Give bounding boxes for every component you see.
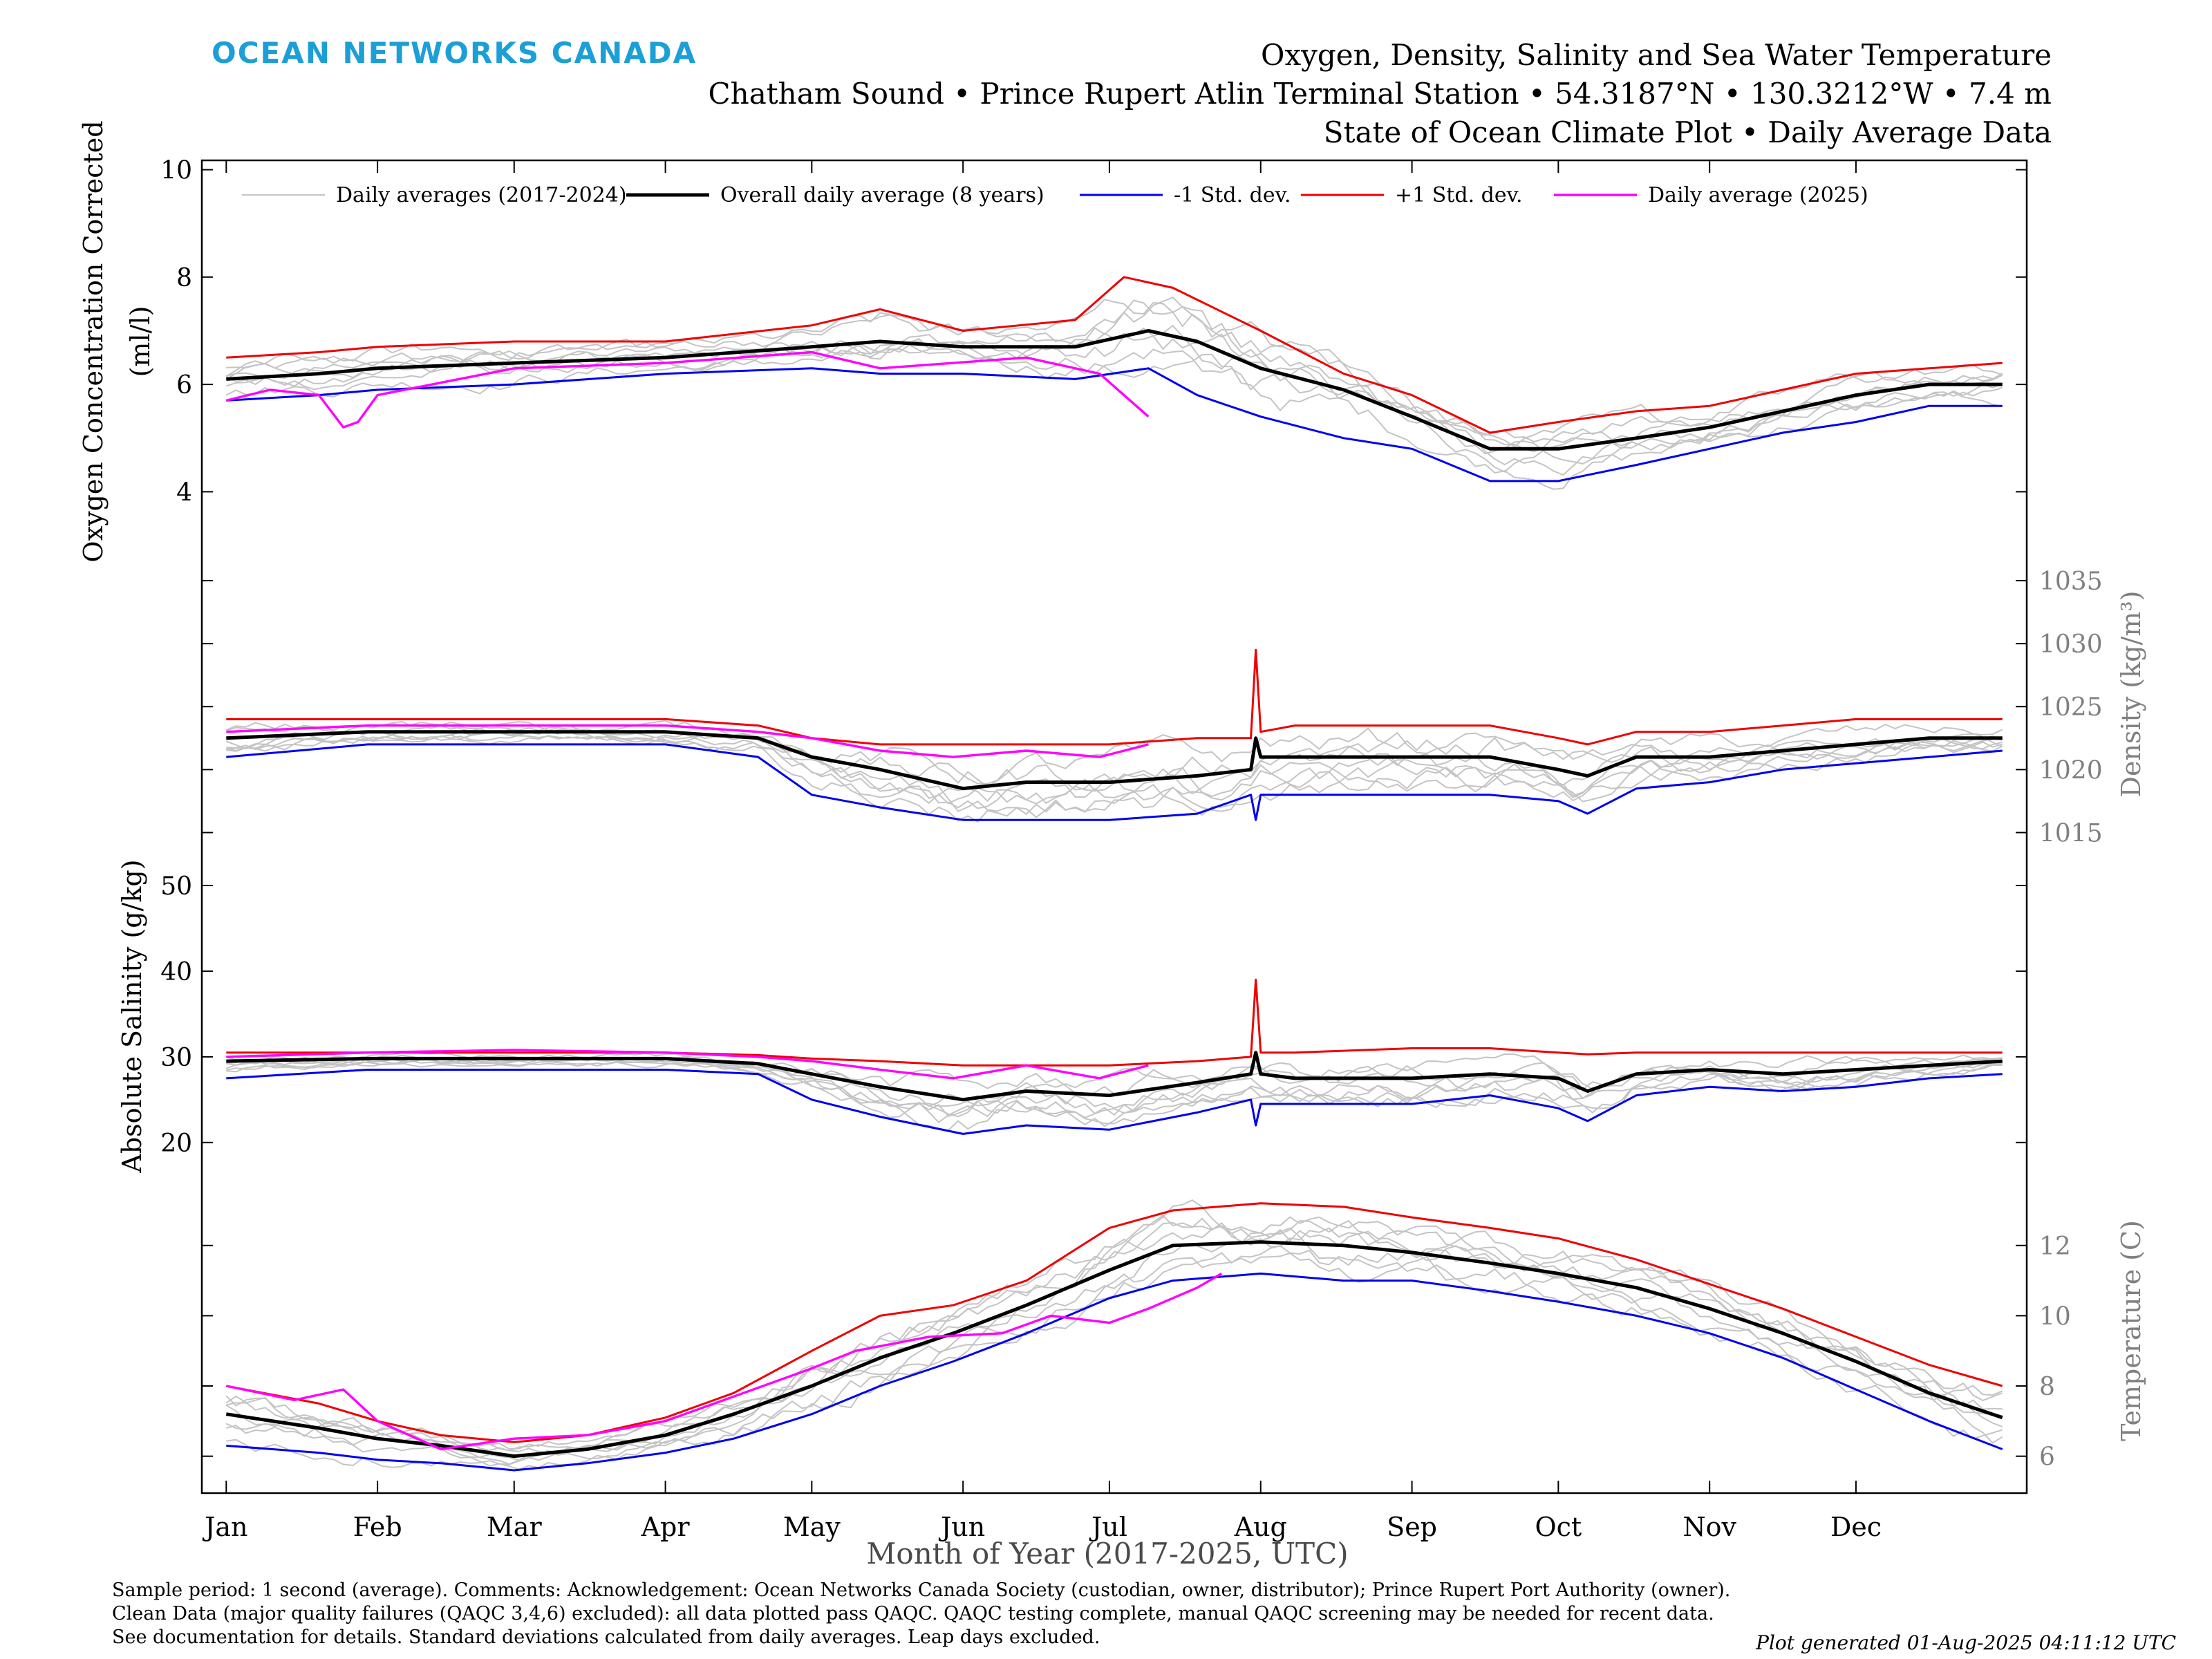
temperature-minus-std-line bbox=[226, 1272, 2003, 1472]
oxygen-minus-std-line bbox=[226, 367, 2003, 482]
historical-year-line bbox=[225, 1216, 2003, 1450]
oxygen-plus-std-line bbox=[226, 276, 2003, 434]
footer-note-1: Sample period: 1 second (average). Comme… bbox=[112, 1580, 1731, 1601]
oxygen-ytick-label: 4 bbox=[176, 478, 192, 507]
oxygen-ytick-label: 6 bbox=[176, 371, 192, 400]
salinity-ylabel: Absolute Salinity (g/kg) bbox=[117, 859, 147, 1173]
oxygen-mean-line bbox=[226, 329, 2003, 451]
salinity-ytick-label: 50 bbox=[160, 872, 192, 901]
oxygen-current-line bbox=[225, 350, 1150, 429]
xtick-label-oct: Oct bbox=[1535, 1512, 1582, 1542]
chart-subtitle-location: Chatham Sound • Prince Rupert Atlin Term… bbox=[708, 77, 2052, 111]
legend-label-3: +1 Std. dev. bbox=[1395, 183, 1523, 207]
density-ytick-label: 1030 bbox=[2039, 630, 2103, 659]
density-ytick-label: 1025 bbox=[2039, 693, 2103, 722]
oxygen-ylabel-unit: (ml/l) bbox=[125, 306, 156, 377]
oxygen-ytick-label: 8 bbox=[176, 264, 192, 292]
historical-year-line bbox=[226, 299, 2003, 453]
temperature-current-line bbox=[225, 1272, 1223, 1451]
temperature-mean-line bbox=[225, 1240, 2003, 1459]
oxygen-ytick-label: 10 bbox=[160, 157, 192, 185]
historical-year-line bbox=[225, 340, 2003, 473]
xtick-label-mar: Mar bbox=[487, 1512, 543, 1542]
xtick-label-apr: Apr bbox=[641, 1512, 691, 1542]
xtick-label-feb: Feb bbox=[353, 1512, 402, 1542]
salinity-mean-line bbox=[226, 1051, 2003, 1102]
legend-label-0: Daily averages (2017-2024) bbox=[336, 183, 627, 207]
salinity-ytick-label: 40 bbox=[160, 958, 192, 986]
salinity-ytick-label: 30 bbox=[160, 1044, 192, 1072]
density-mean-line bbox=[226, 730, 2003, 791]
plot-frame bbox=[200, 159, 2028, 1494]
chart-subtitle-type: State of Ocean Climate Plot • Daily Aver… bbox=[1323, 115, 2052, 149]
density-ytick-label: 1035 bbox=[2039, 568, 2103, 596]
historical-year-line bbox=[226, 1252, 2003, 1468]
density-minus-std-line bbox=[226, 743, 2003, 821]
density-ytick-label: 1020 bbox=[2039, 756, 2103, 785]
historical-year-line bbox=[226, 734, 2003, 823]
footer-note-3: See documentation for details. Standard … bbox=[112, 1627, 1100, 1648]
historical-year-line bbox=[226, 1057, 2003, 1123]
xtick-label-may: May bbox=[783, 1512, 841, 1542]
temperature-ytick-label: 10 bbox=[2039, 1302, 2071, 1331]
onc-logo: OCEAN NETWORKS CANADA bbox=[212, 36, 697, 70]
xtick-label-dec: Dec bbox=[1830, 1512, 1882, 1542]
historical-year-line bbox=[225, 297, 2003, 448]
footer-note-2: Clean Data (major quality failures (QAQC… bbox=[112, 1603, 1714, 1624]
legend-label-2: -1 Std. dev. bbox=[1174, 183, 1291, 207]
xtick-label-jan: Jan bbox=[202, 1512, 247, 1542]
historical-year-line bbox=[226, 299, 2003, 447]
xtick-label-jul: Jul bbox=[1089, 1512, 1127, 1542]
historical-year-line bbox=[225, 725, 2003, 805]
legend-label-1: Overall daily average (8 years) bbox=[720, 183, 1044, 207]
salinity-plus-std-line bbox=[226, 978, 2003, 1067]
density-ylabel: Density (kg/m³) bbox=[2116, 591, 2146, 798]
plot-generated-stamp: Plot generated 01-Aug-2025 04:11:12 UTC bbox=[1756, 1631, 2176, 1654]
salinity-current-line bbox=[226, 1049, 1149, 1080]
xtick-label-aug: Aug bbox=[1234, 1512, 1287, 1542]
salinity-minus-std-line bbox=[226, 1069, 2003, 1135]
temperature-ylabel: Temperature (C) bbox=[2116, 1220, 2146, 1441]
salinity-ytick-label: 20 bbox=[160, 1130, 192, 1158]
historical-year-line bbox=[225, 1227, 2003, 1465]
legend: Daily averages (2017-2024) Overall daily … bbox=[242, 183, 1868, 207]
historical-year-line bbox=[226, 1245, 2003, 1470]
historical-year-line bbox=[225, 1199, 2003, 1452]
density-plus-std-line bbox=[226, 648, 2003, 746]
historical-year-line bbox=[226, 729, 2003, 809]
density-current-line bbox=[226, 724, 1149, 758]
historical-year-line bbox=[226, 724, 2003, 805]
temperature-plus-std-line bbox=[226, 1202, 2003, 1443]
legend-label-4: Daily average (2025) bbox=[1648, 183, 1868, 207]
chart-title: Oxygen, Density, Salinity and Sea Water … bbox=[1261, 38, 2052, 72]
axis-labels-layer: Oxygen Concentration Corrected (ml/l) Dens… bbox=[78, 120, 2146, 1571]
historical-lines-layer bbox=[225, 297, 2003, 1470]
density-ytick-label: 1015 bbox=[2039, 819, 2103, 847]
series-layer bbox=[225, 276, 2003, 1472]
xtick-label-sep: Sep bbox=[1387, 1512, 1437, 1542]
ticks-layer: 4 6 8 10 1015 1020 1025 1030 1035 20 30 40 50 6 8 10 12 J… bbox=[160, 157, 2102, 1542]
xtick-label-nov: Nov bbox=[1683, 1512, 1736, 1542]
historical-year-line bbox=[225, 1215, 2003, 1461]
x-axis-label: Month of Year (2017-2025, UTC) bbox=[866, 1537, 1348, 1571]
temperature-ytick-label: 8 bbox=[2039, 1373, 2055, 1401]
temperature-ytick-label: 12 bbox=[2039, 1232, 2071, 1261]
temperature-ytick-label: 6 bbox=[2039, 1443, 2055, 1472]
historical-year-line bbox=[226, 730, 2003, 816]
historical-year-line bbox=[226, 1225, 2003, 1454]
historical-year-line bbox=[226, 1056, 2003, 1118]
xtick-label-jun: Jun bbox=[938, 1512, 985, 1542]
axes-frame bbox=[200, 159, 2028, 1494]
oxygen-ylabel: Oxygen Concentration Corrected bbox=[78, 120, 109, 562]
